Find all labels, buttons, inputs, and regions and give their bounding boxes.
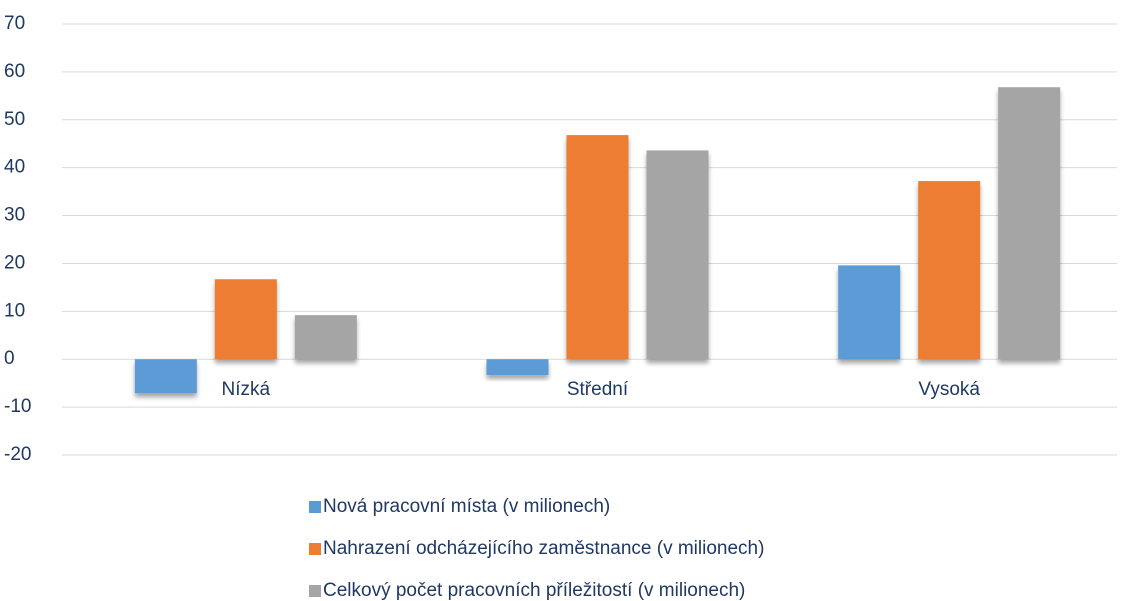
legend-label: Nahrazení odcházejícího zaměstnance (v m… (323, 538, 764, 559)
legend-label: Nová pracovní místa (v milionech) (323, 496, 610, 517)
bar (214, 279, 277, 360)
bar (998, 87, 1061, 360)
y-tick-label: 30 (4, 205, 25, 226)
y-tick-label: 70 (4, 13, 25, 34)
y-tick-label: 10 (4, 300, 25, 321)
x-tick-label: Nízká (222, 379, 271, 400)
y-tick-label: -20 (4, 444, 31, 465)
bar (134, 359, 197, 394)
legend-swatch (309, 585, 321, 597)
bar (566, 135, 629, 360)
bar (646, 150, 709, 360)
y-tick-label: -10 (4, 396, 31, 417)
x-tick-label: Střední (567, 379, 629, 400)
y-tick-label: 20 (4, 252, 25, 273)
bar (918, 181, 981, 360)
y-tick-label: 40 (4, 157, 25, 178)
legend-swatch (309, 501, 321, 513)
legend-swatch (309, 543, 321, 555)
y-tick-label: 60 (4, 61, 25, 82)
x-tick-label: Vysoká (918, 379, 980, 400)
y-tick-label: 50 (4, 109, 25, 130)
bar (486, 359, 549, 376)
legend-label: Celkový počet pracovních příležitostí (v… (323, 580, 745, 601)
bar (838, 265, 901, 360)
y-tick-label: 0 (4, 348, 15, 369)
bar (294, 315, 357, 360)
